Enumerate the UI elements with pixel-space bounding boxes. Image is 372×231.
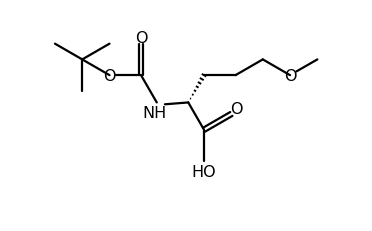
Text: NH: NH	[143, 106, 167, 121]
Text: O: O	[231, 101, 243, 116]
Text: O: O	[135, 31, 147, 46]
Text: O: O	[284, 68, 296, 83]
Text: O: O	[103, 68, 116, 83]
Text: HO: HO	[192, 164, 217, 179]
